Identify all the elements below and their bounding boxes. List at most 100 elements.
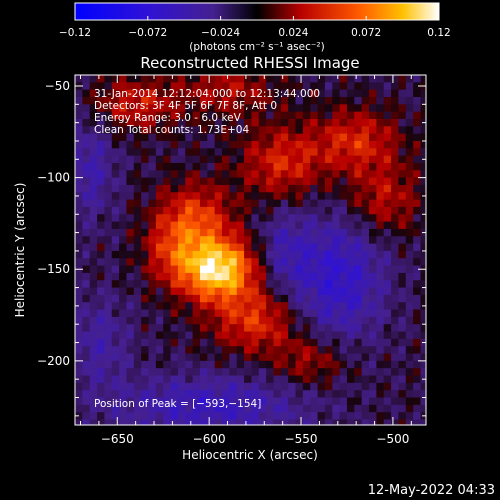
heatmap-cell — [273, 221, 282, 230]
heatmap-cell — [369, 140, 377, 149]
heatmap-cell — [346, 324, 355, 333]
heatmap-cell — [148, 265, 157, 274]
heatmap-cell — [310, 133, 319, 142]
heatmap-cell — [111, 272, 120, 281]
heatmap-cell — [258, 82, 267, 91]
heatmap-cell — [119, 346, 128, 355]
heatmap-cell — [207, 250, 216, 259]
heatmap-cell — [391, 360, 400, 369]
heatmap-cell — [302, 309, 311, 318]
heatmap-cell — [405, 250, 414, 259]
heatmap-cell — [244, 397, 253, 406]
heatmap-cell — [163, 302, 172, 311]
heatmap-cell — [82, 206, 91, 215]
heatmap-cell — [383, 140, 392, 149]
heatmap-cell — [155, 126, 164, 135]
heatmap-cell — [133, 280, 142, 289]
heatmap-cell — [295, 82, 304, 91]
heatmap-cell — [295, 302, 304, 311]
heatmap-cell — [369, 324, 377, 333]
heatmap-cell — [89, 170, 98, 179]
heatmap-cell — [199, 280, 208, 289]
heatmap-cell — [332, 243, 341, 252]
heatmap-cell — [126, 228, 135, 237]
heatmap-cell — [214, 184, 223, 193]
heatmap-cell — [376, 214, 385, 223]
heatmap-cell — [339, 272, 348, 281]
heatmap-cell — [288, 192, 297, 201]
heatmap-cell — [346, 170, 355, 179]
heatmap-cell — [141, 353, 150, 362]
heatmap-cell — [398, 236, 407, 245]
heatmap-cell — [413, 280, 422, 289]
heatmap-cell — [369, 184, 377, 193]
heatmap-cell — [251, 192, 260, 201]
heatmap-cell — [280, 287, 289, 296]
heatmap-cell — [214, 82, 223, 91]
heatmap-cell — [405, 184, 414, 193]
heatmap-cell — [199, 111, 208, 120]
heatmap-cell — [391, 192, 400, 201]
y-tick-label: −100 — [37, 171, 70, 185]
heatmap-cell — [413, 368, 422, 377]
heatmap-cell — [346, 250, 355, 259]
heatmap-cell — [97, 360, 105, 369]
heatmap-cell — [339, 118, 348, 127]
heatmap-cell — [214, 162, 223, 171]
heatmap-cell — [170, 162, 179, 171]
heatmap-cell — [302, 272, 311, 281]
heatmap-cell — [89, 243, 98, 252]
heatmap-cell — [155, 104, 164, 113]
heatmap-cell — [148, 236, 157, 245]
heatmap-cell — [97, 133, 105, 142]
heatmap-cell — [222, 397, 230, 406]
heatmap-cell — [244, 192, 253, 201]
heatmap-cell — [75, 353, 83, 362]
heatmap-cell — [185, 155, 194, 164]
heatmap-cell — [391, 243, 400, 252]
heatmap-cell — [280, 316, 289, 325]
heatmap-cell — [369, 272, 377, 281]
heatmap-cell — [369, 302, 377, 311]
heatmap-cell — [199, 258, 208, 267]
heatmap-cell — [170, 382, 179, 391]
heatmap-cell — [111, 206, 120, 215]
heatmap-cell — [383, 368, 392, 377]
heatmap-cell — [192, 353, 201, 362]
heatmap-cell — [332, 206, 341, 215]
heatmap-cell — [361, 104, 370, 113]
heatmap-cell — [391, 96, 400, 105]
heatmap-cell — [177, 170, 186, 179]
heatmap-cell — [199, 294, 208, 303]
heatmap-cell — [97, 82, 105, 91]
heatmap-cell — [398, 221, 407, 230]
heatmap-cell — [170, 331, 179, 340]
heatmap-cell — [207, 184, 216, 193]
heatmap-cell — [383, 82, 392, 91]
heatmap-cell — [229, 316, 238, 325]
heatmap-cell — [251, 236, 260, 245]
heatmap-cell — [420, 221, 426, 230]
heatmap-cell — [266, 404, 275, 413]
heatmap-cell — [126, 250, 135, 259]
heatmap-cell — [119, 228, 128, 237]
heatmap-cell — [354, 382, 363, 391]
heatmap-cell — [288, 309, 297, 318]
heatmap-cell — [207, 133, 216, 142]
heatmap-cell — [376, 287, 385, 296]
heatmap-cell — [89, 126, 98, 135]
heatmap-cell — [148, 104, 157, 113]
heatmap-cell — [332, 236, 341, 245]
heatmap-cell — [133, 346, 142, 355]
heatmap-cell — [155, 302, 164, 311]
heatmap-cell — [405, 404, 414, 413]
heatmap-cell — [383, 184, 392, 193]
heatmap-cell — [420, 382, 426, 391]
heatmap-cell — [170, 272, 179, 281]
heatmap-cell — [148, 375, 157, 384]
heatmap-cell — [177, 316, 186, 325]
heatmap-cell — [119, 324, 128, 333]
heatmap-cell — [199, 382, 208, 391]
heatmap-cell — [141, 184, 150, 193]
heatmap-cell — [332, 96, 341, 105]
